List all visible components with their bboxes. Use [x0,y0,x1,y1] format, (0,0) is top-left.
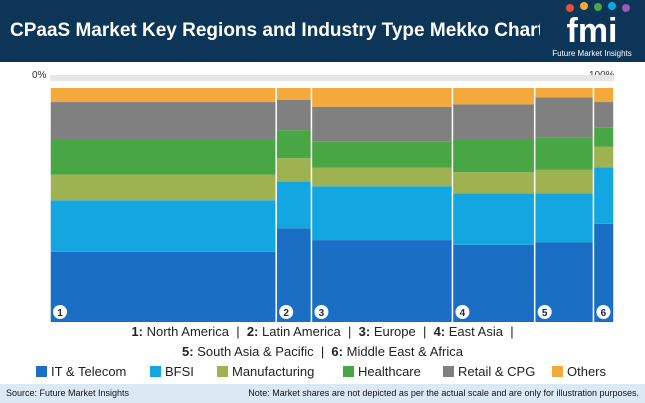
legend-item-others: Others [552,364,606,379]
logo-subtext: Future Market Insights [552,49,632,58]
bar-segment-retail-cpg-region-4 [453,104,534,140]
region-name-2: Latin America [262,324,341,339]
region-badge-1 [53,305,67,319]
legend-item-it-telecom: IT & Telecom [36,364,126,379]
mekko-chart: 1 2 3 4 5 6 [50,75,614,322]
percent-axis-track [50,75,614,81]
bar-segment-others-region-1 [50,88,276,103]
legend-swatch [552,366,563,377]
bar-segment-manufacturing-region-2 [276,158,311,182]
region-num-4: 4 [433,324,441,339]
region-name-4: East Asia [448,324,503,339]
legend-item-bfsi: BFSI [150,364,194,379]
chart-title: CPaaS Market Key Regions and Industry Ty… [10,20,597,41]
bar-segment-others-region-6 [594,88,614,103]
legend-label: Healthcare [358,364,421,379]
legend-swatch [150,366,161,377]
legend-item-retail-cpg: Retail & CPG [443,364,535,379]
note-text: Note: Market shares are not depicted as … [248,388,639,398]
bar-segment-retail-cpg-region-6 [594,102,614,128]
bar-segment-healthcare-region-1 [50,139,276,175]
region-badge-5 [537,305,552,319]
region-badge-label-2: 2 [283,308,289,319]
region-name-3: Europe [373,324,416,339]
bar-segment-bfsi-region-2 [276,181,311,229]
bar-segment-manufacturing-region-4 [453,172,534,194]
bar-segment-bfsi-region-1 [50,200,276,252]
legend-label: IT & Telecom [51,364,127,379]
bar-segment-retail-cpg-region-2 [276,99,311,131]
region-badge-label-3: 3 [319,308,325,319]
bar-segment-retail-cpg-region-5 [535,97,593,138]
mekko-column-6: 6 [594,88,614,322]
source-text: Source: Future Market Insights [6,388,130,398]
region-badge-4 [455,305,470,319]
logo-text: fmi [567,12,618,50]
region-num-6: 6 [331,344,339,359]
bar-segment-bfsi-region-6 [594,167,614,224]
region-name-1: North America [146,324,229,339]
bar-segment-retail-cpg-region-1 [50,102,276,140]
mekko-column-1: 1 [50,88,276,322]
legend-label: Manufacturing [232,364,315,379]
legend-item-healthcare: Healthcare [343,364,421,379]
region-badge-label-6: 6 [601,308,607,319]
legend-swatch [217,366,228,377]
series-legend: IT & Telecom BFSI Manufacturing Healthca… [0,364,645,380]
region-num-2: 2 [246,324,255,339]
bar-segment-bfsi-region-3 [312,186,452,241]
bar-segment-bfsi-region-4 [453,193,534,245]
bar-segment-healthcare-region-2 [276,130,311,159]
bar-segment-it-telecom-region-1 [50,251,276,322]
header-bar: CPaaS Market Key Regions and Industry Ty… [0,0,645,62]
legend-label: BFSI [165,364,194,379]
bar-segment-healthcare-region-3 [312,141,452,168]
bar-segment-others-region-4 [453,88,534,105]
bar-segment-others-region-3 [312,88,452,107]
region-name-5: South Asia & Pacific [197,344,314,359]
footer-bar: Source: Future Market Insights Note: Mar… [0,384,645,403]
mekko-column-3: 3 [312,88,452,322]
bar-segment-others-region-5 [535,88,593,98]
region-legend-line-2: 5: South Asia & Pacific | 6: Middle East… [182,344,463,359]
region-num-3: 3 [358,324,366,339]
region-num-5: 5 [182,344,190,359]
bar-segment-retail-cpg-region-3 [312,106,452,142]
region-badge-label-1: 1 [57,308,63,319]
bar-segment-healthcare-region-4 [453,139,534,173]
bar-segment-bfsi-region-5 [535,193,593,243]
bar-segment-it-telecom-region-6 [594,223,614,322]
region-legend-line-1: 1: North America | 2: Latin America | 3:… [131,324,514,339]
mekko-column-5: 5 [535,88,593,322]
region-badge-label-5: 5 [542,308,548,319]
bar-segment-others-region-2 [276,88,311,100]
bar-segment-healthcare-region-6 [594,127,614,147]
legend-swatch [443,366,454,377]
region-badge-2 [279,305,294,319]
region-badge-label-4: 4 [460,308,466,319]
axis-label-0: 0% [32,70,47,81]
mekko-column-2: 2 [276,88,311,322]
mekko-column-4: 4 [453,88,534,322]
region-badge-6 [596,305,611,319]
legend-swatch [36,366,47,377]
legend-swatch [343,366,354,377]
region-name-6: Middle East & Africa [346,344,463,359]
bar-segment-manufacturing-region-3 [312,167,452,187]
legend-label: Retail & CPG [458,364,536,379]
legend-label: Others [567,364,607,379]
region-badge-3 [314,305,329,319]
fmi-logo: fmi Future Market Insights [540,0,645,62]
bar-segment-manufacturing-region-6 [594,146,614,168]
bar-segment-manufacturing-region-5 [535,169,593,194]
bar-segment-it-telecom-region-3 [312,240,452,322]
bar-segment-manufacturing-region-1 [50,174,276,201]
legend-item-manufacturing: Manufacturing [217,364,314,379]
region-num-1: 1 [131,324,139,339]
bar-segment-healthcare-region-5 [535,137,593,170]
